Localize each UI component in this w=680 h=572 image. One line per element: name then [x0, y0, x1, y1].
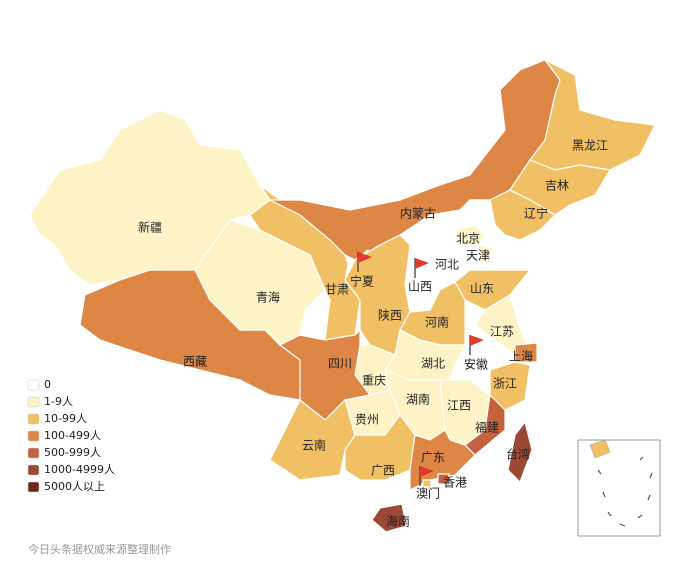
province [344, 414, 416, 481]
province [409, 429, 476, 491]
legend-label: 5000人以上 [44, 480, 105, 493]
province [437, 473, 450, 485]
south-sea-inset [577, 439, 661, 537]
province-label: 贵州 [355, 413, 379, 427]
province-label: 重庆 [362, 374, 386, 388]
province-label: 广东 [421, 451, 445, 465]
legend-swatch [27, 379, 40, 391]
legend-swatch [27, 464, 40, 476]
province-label: 陕西 [378, 308, 402, 323]
legend-label: 500-999人 [44, 446, 101, 459]
legend-swatch [27, 481, 40, 493]
province [507, 420, 533, 484]
province-label: 辽宁 [524, 206, 548, 221]
flag [420, 466, 434, 477]
province-label: 香港 [443, 476, 467, 490]
flag [415, 258, 429, 269]
province-label: 西藏 [183, 355, 207, 369]
province-label: 浙江 [493, 377, 517, 391]
province-label: 湖北 [421, 356, 445, 371]
inset-dashes [597, 456, 653, 527]
legend-label: 10-99人 [44, 412, 87, 425]
legend-label: 1000-4999人 [44, 463, 115, 476]
legend-swatch [27, 447, 40, 459]
province [371, 503, 407, 533]
legend-swatch [27, 396, 40, 408]
province-label: 青海 [256, 290, 280, 305]
province-label: 江苏 [490, 325, 514, 339]
province-label: 云南 [302, 438, 326, 453]
province-label: 海南 [386, 514, 410, 529]
legend-label: 1-9人 [44, 395, 73, 408]
legend-label: 0 [44, 378, 51, 391]
province-label: 内蒙古 [400, 206, 436, 221]
province-label: 北京 [456, 232, 480, 246]
flag [358, 252, 372, 263]
source-note: 今日头条据权威来源整理制作 [28, 542, 171, 556]
flag [470, 335, 484, 346]
flags [357, 252, 484, 486]
province-label: 吉林 [545, 179, 569, 193]
province-label: 宁夏 [350, 274, 374, 289]
province [269, 398, 356, 481]
province-label: 山西 [408, 280, 432, 294]
province-label: 安徽 [464, 357, 488, 372]
province-label: 上海 [509, 349, 533, 364]
province-label: 山东 [470, 282, 494, 296]
legend-label: 100-499人 [44, 429, 101, 442]
province-label: 四川 [328, 357, 352, 371]
province-label: 江西 [447, 399, 471, 413]
province-label: 新疆 [138, 220, 162, 235]
province [194, 219, 326, 346]
province-label: 天津 [466, 249, 490, 263]
province-label: 黑龙江 [572, 139, 608, 153]
province-label: 湖南 [406, 392, 430, 407]
province [422, 479, 432, 488]
inset-land [589, 439, 611, 459]
province-label: 河北 [435, 258, 459, 272]
province-label: 澳门 [416, 486, 440, 501]
province-label: 广西 [371, 464, 395, 478]
province-label: 河南 [425, 315, 449, 330]
legend-swatch [27, 430, 40, 442]
province-label: 甘肃 [325, 283, 349, 297]
province-label: 台湾 [506, 447, 530, 462]
province [514, 342, 538, 363]
legend-swatch [27, 413, 40, 425]
province-label: 福建 [475, 420, 499, 435]
